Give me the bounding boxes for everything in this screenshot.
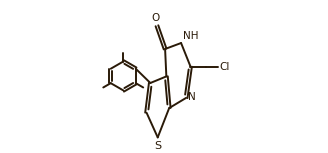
Text: Cl: Cl [220, 62, 230, 72]
Text: S: S [154, 141, 161, 151]
Text: NH: NH [183, 31, 198, 41]
Text: N: N [188, 92, 195, 102]
Text: O: O [151, 13, 159, 23]
